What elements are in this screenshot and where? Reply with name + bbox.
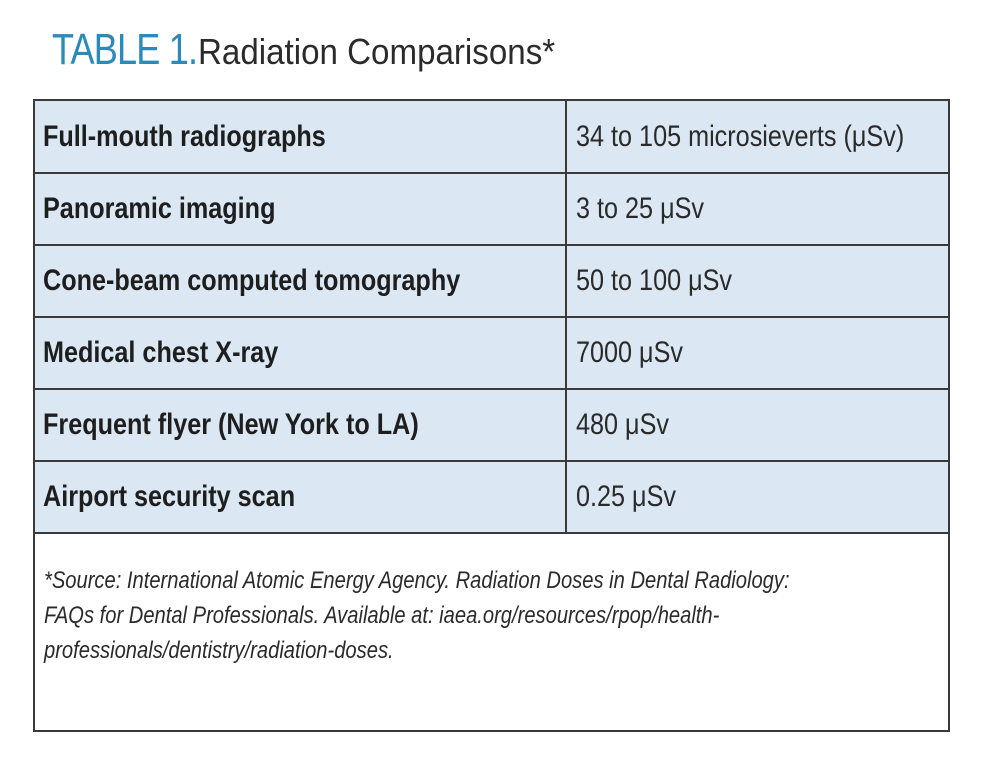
row-value: 34 to 105 microsieverts (μSv) xyxy=(576,119,905,153)
footnote-line: *Source: International Atomic Energy Age… xyxy=(44,567,790,594)
table-cell-value: 7000 μSv xyxy=(566,317,948,390)
table-row: Medical chest X-ray 7000 μSv xyxy=(35,317,948,390)
row-value: 0.25 μSv xyxy=(576,480,676,513)
table-cell-label: Cone-beam computed tomography xyxy=(35,245,567,318)
table-cell-value: 0.25 μSv xyxy=(566,461,948,534)
radiation-table: Full-mouth radiographs 34 to 105 microsi… xyxy=(35,101,948,534)
table-row: Cone-beam computed tomography 50 to 100 … xyxy=(35,245,948,318)
row-value: 3 to 25 μSv xyxy=(576,192,704,225)
table-row: Frequent flyer (New York to LA) 480 μSv xyxy=(35,389,948,462)
table-cell-label: Full-mouth radiographs xyxy=(35,101,567,174)
row-label: Airport security scan xyxy=(43,480,296,513)
row-value: 50 to 100 μSv xyxy=(576,264,733,297)
row-label: Frequent flyer (New York to LA) xyxy=(43,408,419,441)
table-cell-label: Medical chest X-ray xyxy=(35,317,567,390)
source-footnote: *Source: International Atomic Energy Age… xyxy=(44,563,934,668)
table-title: TABLE 1. Radiation Comparisons* xyxy=(52,28,586,72)
table-row: Full-mouth radiographs 34 to 105 microsi… xyxy=(35,101,948,174)
table-frame: Full-mouth radiographs 34 to 105 microsi… xyxy=(33,99,950,732)
table-number: TABLE 1. xyxy=(52,25,198,74)
row-label: Medical chest X-ray xyxy=(43,336,279,369)
table-cell-label: Panoramic imaging xyxy=(35,173,567,246)
table-cell-value: 3 to 25 μSv xyxy=(566,173,948,246)
table-cell-value: 50 to 100 μSv xyxy=(566,245,948,318)
footnote-line: FAQs for Dental Professionals. Available… xyxy=(44,602,720,629)
row-label: Full-mouth radiographs xyxy=(43,119,326,153)
row-value: 7000 μSv xyxy=(576,336,683,369)
table-row: Airport security scan 0.25 μSv xyxy=(35,461,948,534)
row-label: Cone-beam computed tomography xyxy=(43,264,461,297)
table-cell-value: 480 μSv xyxy=(566,389,948,462)
row-label: Panoramic imaging xyxy=(43,192,276,225)
table-cell-value: 34 to 105 microsieverts (μSv) xyxy=(566,101,948,174)
footnote-line: professionals/dentistry/radiation-doses. xyxy=(44,637,394,664)
table-caption: Radiation Comparisons* xyxy=(197,31,555,72)
table-row: Panoramic imaging 3 to 25 μSv xyxy=(35,173,948,246)
row-value: 480 μSv xyxy=(576,408,669,441)
table-cell-label: Airport security scan xyxy=(35,461,567,534)
table-cell-label: Frequent flyer (New York to LA) xyxy=(35,389,567,462)
